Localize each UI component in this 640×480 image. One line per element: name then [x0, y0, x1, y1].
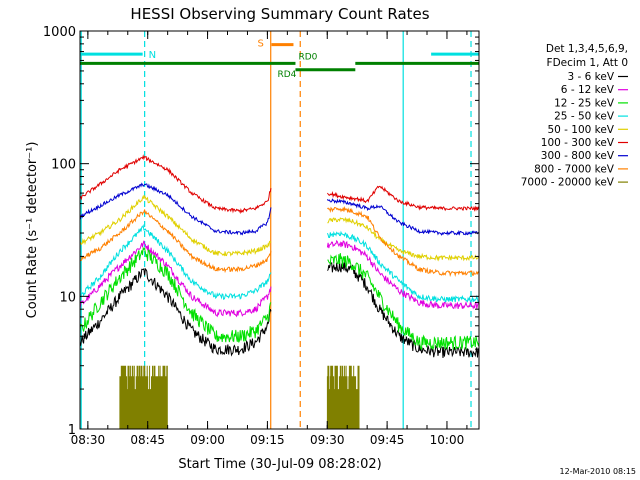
x-tick-label: 09:30 [310, 433, 345, 447]
series-line-300-800kev [79, 182, 272, 236]
y-tick-label: 1000 [43, 25, 76, 40]
legend-header-line: Det 1,3,4,5,6,9, [546, 43, 628, 55]
y-tick-label: 100 [51, 158, 76, 173]
x-tick-label: 09:45 [370, 433, 405, 447]
series-line-6-12kev [326, 239, 479, 310]
x-tick-label: 08:45 [130, 433, 165, 447]
series-line-800-7000kev [79, 209, 272, 274]
legend-entry-label: 100 - 300 keV [541, 137, 615, 149]
plot-frame [79, 30, 480, 430]
legend-entry-label: 3 - 6 keV [567, 71, 614, 83]
legend-entry-label: 800 - 7000 keV [534, 163, 615, 175]
night-flag-label: N [149, 50, 156, 61]
legend-header-line: FDecim 1, Att 0 [547, 57, 628, 69]
legend-entry-label: 7000 - 20000 keV [521, 177, 615, 189]
series-line-100-300kev [327, 185, 480, 212]
rd4-flag-label: RD4 [277, 70, 296, 80]
legend-entry-label: 6 - 12 keV [561, 84, 615, 96]
series-line-6-12kev [79, 240, 272, 318]
y-axis-label: Count Rate (s⁻¹ detector⁻¹) [25, 142, 40, 319]
legend-entry-label: 300 - 800 keV [541, 150, 615, 162]
series-line-50-100kev [79, 194, 272, 257]
timestamp: 12-Mar-2010 08:15 [560, 467, 637, 476]
chart-title: HESSI Observing Summary Count Rates [130, 5, 429, 23]
series-line-300-800kev [326, 198, 480, 236]
x-tick-label: 09:15 [250, 433, 285, 447]
series-line-25-50kev [326, 230, 480, 303]
series-line-50-100kev [327, 216, 480, 262]
series-line-12-25kev [327, 253, 480, 351]
legend-entry-label: 12 - 25 keV [554, 97, 615, 109]
series-line-100-300kev [79, 154, 272, 215]
x-tick-label: 09:00 [190, 433, 225, 447]
y-tick-label: 1 [68, 423, 76, 438]
legend-entry-label: 50 - 100 keV [547, 124, 614, 136]
axes: 08:30 08:45 09:00 09:15 09:30 09:45 10:00 1 10 10… [43, 25, 479, 447]
series-line-7000-20000-kev [119, 365, 168, 429]
rd0-flag-label: RD0 [298, 52, 317, 62]
legend: Det 1,3,4,5,6,9, FDecim 1, Att 0 3 - 6 keV… [521, 43, 628, 189]
x-tick-label: 08:30 [71, 433, 106, 447]
series-line-12-25kev [79, 246, 272, 343]
saa-flag-label: S [258, 39, 264, 50]
y-tick-label: 10 [59, 290, 76, 305]
legend-entry-label: 25 - 50 keV [554, 111, 615, 123]
series-line-3-6kev [79, 267, 272, 357]
series-line-7000-20000-kev [326, 365, 360, 429]
x-axis-label: Start Time (30-Jul-09 08:28:02) [178, 457, 381, 472]
x-tick-label: 10:00 [430, 433, 465, 447]
series-line-800-7000kev [327, 205, 480, 277]
series-line-25-50kev [79, 223, 272, 300]
